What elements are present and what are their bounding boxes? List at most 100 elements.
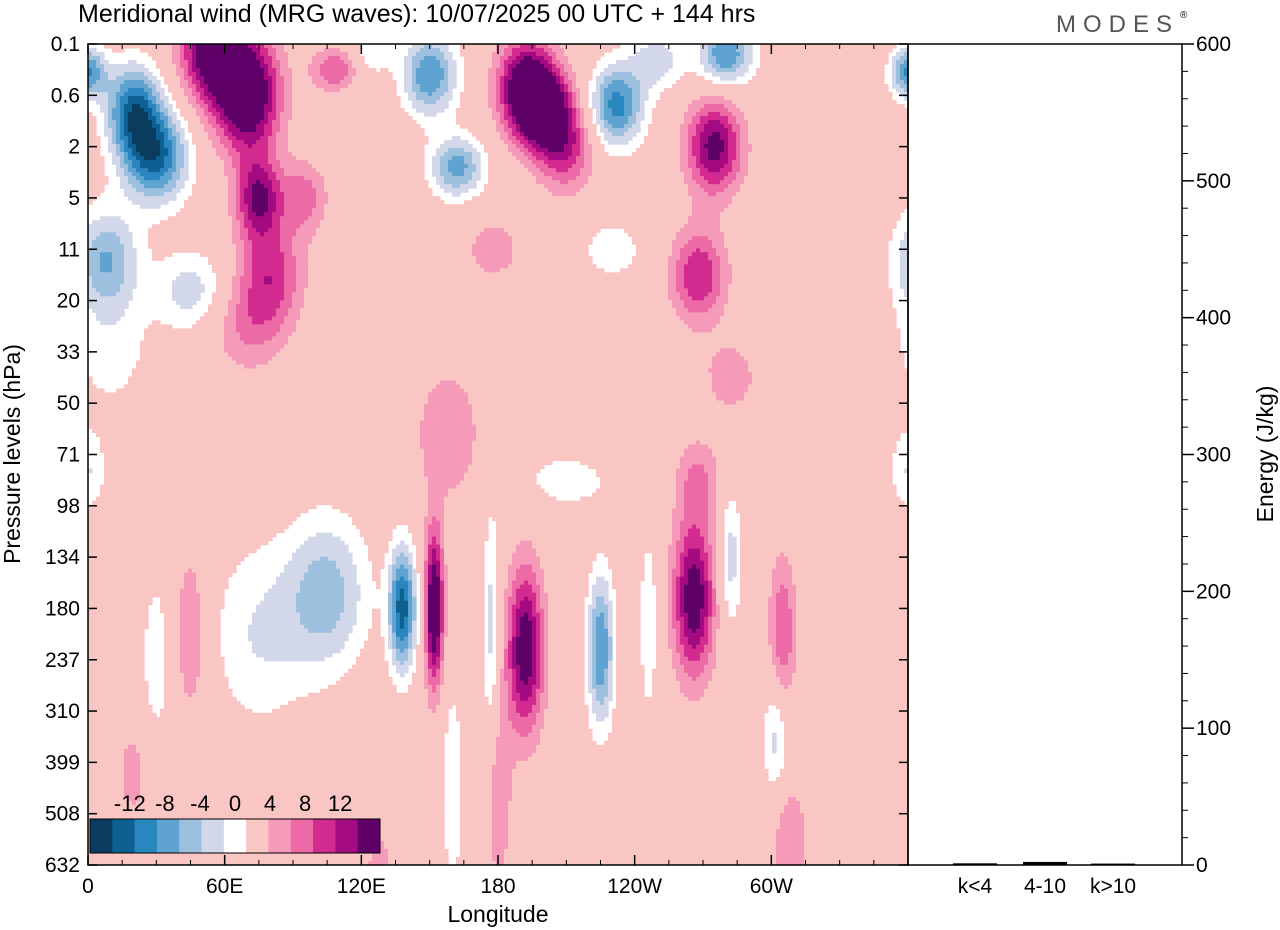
contour-cell <box>472 196 693 201</box>
contour-cell <box>668 288 677 293</box>
contour-cell <box>188 196 229 201</box>
contour-cell <box>132 108 145 113</box>
contour-cell <box>464 172 473 177</box>
contour-cell <box>280 240 293 245</box>
contour-cell <box>448 624 485 630</box>
contour-cell <box>528 612 533 618</box>
contour-cell <box>548 684 585 690</box>
contour-cell <box>588 608 593 614</box>
contour-cell <box>292 72 309 77</box>
contour-cell <box>412 68 417 73</box>
contour-cell <box>656 664 673 670</box>
contour-cell <box>404 72 413 77</box>
contour-cell <box>124 104 133 109</box>
contour-cell <box>180 664 201 670</box>
contour-cell <box>120 100 129 105</box>
contour-cell <box>196 108 205 113</box>
contour-cell <box>564 80 573 85</box>
contour-cell <box>536 688 545 694</box>
contour-cell <box>616 60 673 65</box>
contour-cell <box>712 48 737 53</box>
contour-cell <box>116 128 121 133</box>
contour-cell <box>492 820 509 826</box>
contour-cell <box>440 572 445 578</box>
contour-cell <box>700 52 709 57</box>
contour-cell <box>772 572 793 578</box>
contour-cell <box>428 664 441 670</box>
contour-cell <box>504 640 509 646</box>
contour-cell <box>612 112 625 117</box>
contour-cell <box>684 224 721 229</box>
contour-cell <box>304 288 669 293</box>
contour-cell <box>440 160 449 165</box>
contour-cell <box>440 156 453 161</box>
contour-cell <box>684 544 705 550</box>
y-tick-label: 11 <box>58 238 80 261</box>
contour-cell <box>284 212 313 217</box>
contour-cell <box>160 124 165 129</box>
contour-cell <box>752 372 908 377</box>
contour-cell <box>544 632 549 638</box>
contour-cell <box>188 124 205 129</box>
contour-cell <box>468 468 541 474</box>
contour-cell <box>464 168 477 173</box>
contour-cell <box>596 716 605 722</box>
contour-cell <box>440 564 445 570</box>
contour-cell <box>512 648 517 654</box>
contour-cell <box>308 276 669 281</box>
contour-cell <box>88 668 145 674</box>
contour-cell <box>280 704 429 710</box>
contour-cell <box>488 600 493 606</box>
contour-cell <box>268 176 277 181</box>
contour-cell <box>288 132 425 137</box>
contour-cell <box>672 300 685 305</box>
contour-cell <box>272 280 285 285</box>
contour-cell <box>160 152 169 157</box>
contour-cell <box>500 672 505 678</box>
contour-cell <box>320 72 349 77</box>
contour-cell <box>496 752 533 758</box>
contour-cell <box>408 584 413 590</box>
contour-cell <box>244 192 253 197</box>
contour-cell <box>460 480 537 486</box>
contour-cell <box>548 156 569 161</box>
contour-cell <box>428 92 433 97</box>
contour-cell <box>536 44 549 49</box>
contour-cell <box>92 240 121 245</box>
contour-cell <box>300 224 321 229</box>
contour-cell <box>672 588 677 594</box>
contour-cell <box>800 808 908 814</box>
contour-cell <box>416 668 425 674</box>
contour-cell <box>652 560 669 566</box>
contour-cell <box>200 104 209 109</box>
contour-cell <box>248 144 253 149</box>
energy-category-label: k<4 <box>958 875 993 898</box>
contour-cell <box>88 76 101 81</box>
contour-cell <box>688 292 709 297</box>
contour-cell <box>200 604 225 610</box>
contour-cell <box>196 72 201 77</box>
contour-cell <box>676 472 689 478</box>
contour-cell <box>292 84 317 89</box>
contour-cell <box>680 680 709 686</box>
contour-cell <box>236 312 249 317</box>
contour-cell <box>540 648 545 654</box>
contour-cell <box>196 152 217 157</box>
contour-cell <box>552 60 561 65</box>
contour-cell <box>716 612 721 618</box>
contour-cell <box>624 80 641 85</box>
contour-cell <box>396 600 409 606</box>
contour-cell <box>420 612 425 618</box>
contour-cell <box>92 280 125 285</box>
contour-cell <box>304 176 325 181</box>
contour-cell <box>432 156 441 161</box>
contour-cell <box>652 668 677 674</box>
contour-cell <box>496 612 505 618</box>
contour-cell <box>228 184 237 189</box>
contour-cell <box>508 84 561 89</box>
contour-cell <box>400 612 409 618</box>
contour-cell <box>520 160 533 165</box>
contour-cell <box>144 176 161 181</box>
contour-cell <box>356 68 377 73</box>
y-tick-label: 180 <box>45 597 80 620</box>
